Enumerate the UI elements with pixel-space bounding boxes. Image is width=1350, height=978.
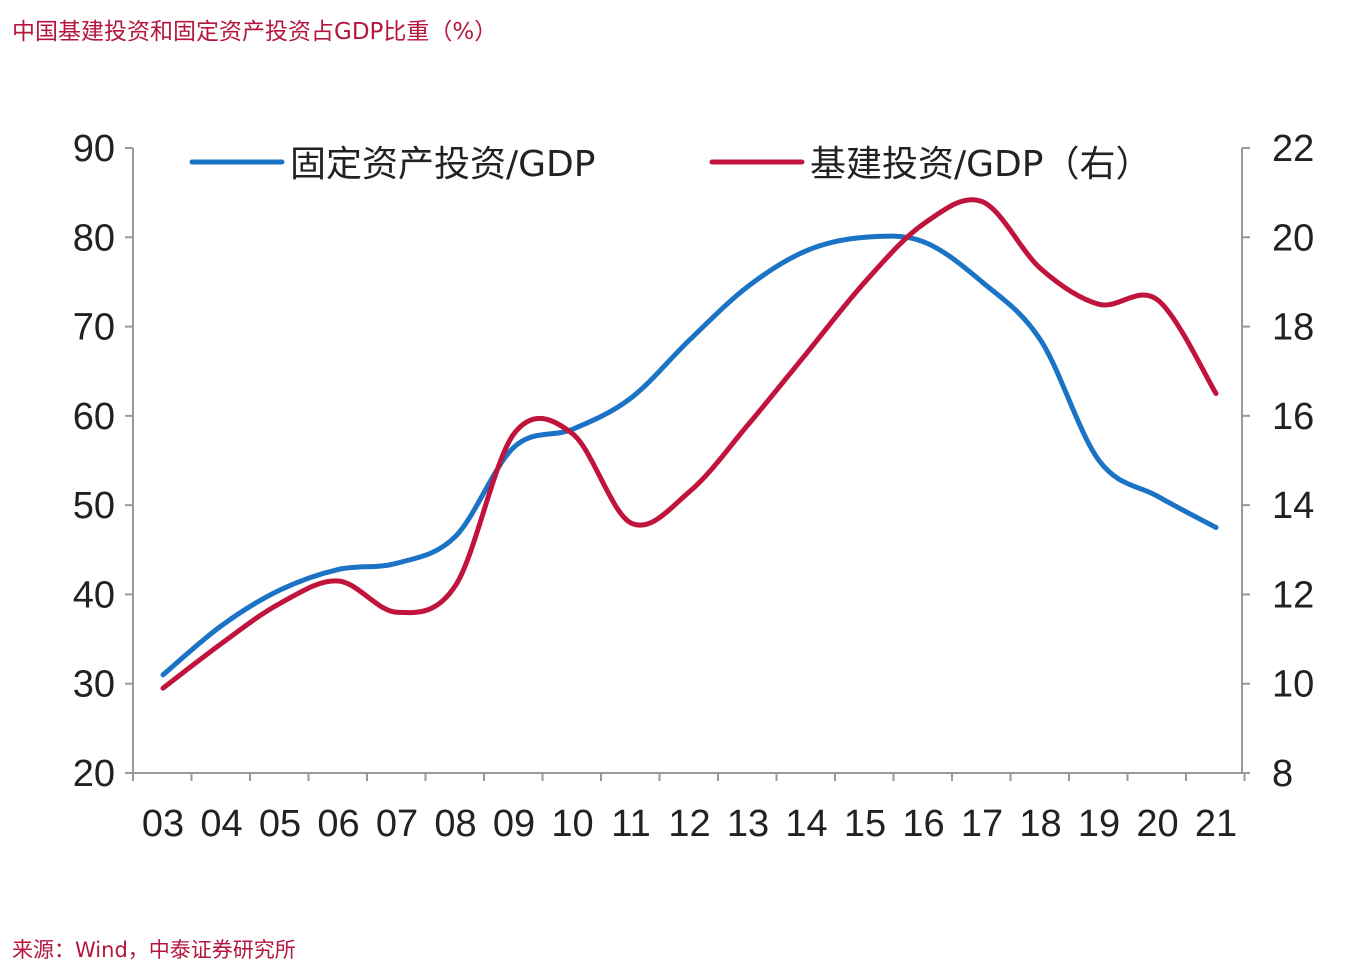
x-tick-label: 17 — [961, 803, 1003, 845]
x-tick-label: 19 — [1078, 803, 1120, 845]
legend-label-fixed-asset: 固定资产投资/GDP — [290, 144, 595, 185]
x-tick-label: 10 — [551, 803, 593, 845]
x-tick-label: 12 — [668, 803, 710, 845]
right-tick-label: 14 — [1272, 485, 1314, 527]
right-tick-label: 22 — [1272, 128, 1314, 170]
left-tick-label: 20 — [73, 753, 115, 795]
right-tick-label: 12 — [1272, 574, 1314, 616]
x-tick-label: 11 — [611, 803, 650, 845]
chart-title: 中国基建投资和固定资产投资占GDP比重（%） — [12, 19, 498, 45]
left-tick-label: 60 — [73, 396, 115, 438]
left-tick-label: 40 — [73, 574, 115, 616]
x-tick-label: 14 — [785, 803, 827, 845]
series-line-fixed-asset — [160, 233, 1219, 678]
right-tick-label: 16 — [1272, 396, 1314, 438]
source-note: 来源：Wind，中泰证券研究所 — [12, 938, 296, 962]
x-tick-label: 04 — [200, 803, 242, 845]
legend-label-infrastructure: 基建投资/GDP（右） — [810, 144, 1151, 185]
right-tick-label: 8 — [1272, 753, 1293, 795]
right-tick-label: 18 — [1272, 307, 1314, 349]
x-tick-label: 03 — [142, 803, 184, 845]
x-tick-label: 21 — [1195, 803, 1237, 845]
x-tick-label: 07 — [376, 803, 418, 845]
left-tick-label: 70 — [73, 307, 115, 349]
legend: 固定资产投资/GDP 基建投资/GDP（右） — [189, 144, 1151, 185]
x-tick-label: 09 — [493, 803, 535, 845]
left-tick-label: 50 — [73, 485, 115, 527]
x-tick-label: 20 — [1136, 803, 1178, 845]
series-line-infrastructure — [160, 197, 1219, 691]
series-lines — [160, 197, 1219, 691]
x-tick-label: 05 — [259, 803, 301, 845]
left-tick-label: 90 — [73, 128, 115, 170]
right-axis-ticks: 22 20 18 16 14 12 10 8 — [1242, 128, 1314, 795]
x-tick-label: 06 — [317, 803, 359, 845]
x-tick-label: 13 — [727, 803, 769, 845]
x-tick-label: 16 — [902, 803, 944, 845]
x-tick-label: 08 — [434, 803, 476, 845]
left-tick-label: 80 — [73, 217, 115, 259]
right-tick-label: 20 — [1272, 217, 1314, 259]
right-tick-label: 10 — [1272, 664, 1314, 706]
x-tick-label: 15 — [844, 803, 886, 845]
left-axis-ticks: 90 80 70 60 50 40 30 20 — [73, 128, 133, 795]
x-tick-label: 18 — [1019, 803, 1061, 845]
x-axis-ticks: 03 04 05 06 07 08 09 10 11 12 13 14 15 16 17 18 19 20 21 — [132, 773, 1246, 845]
left-tick-label: 30 — [73, 664, 115, 706]
